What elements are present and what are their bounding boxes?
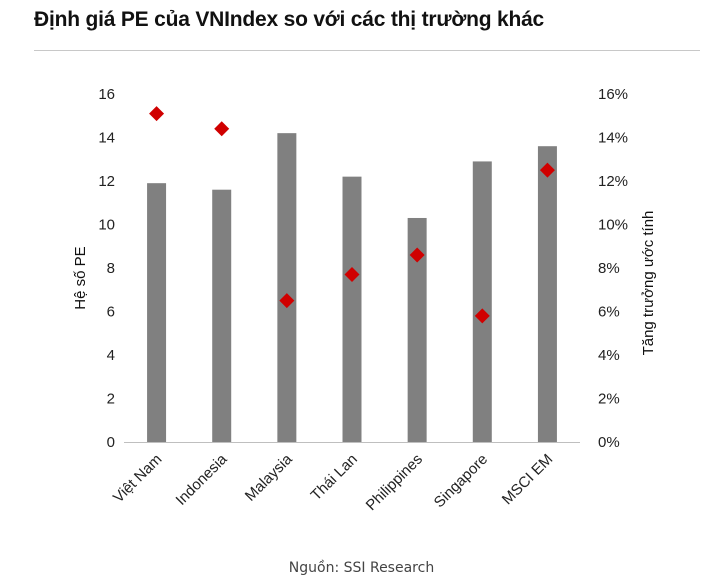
source-note: Nguồn: SSI Research [288,560,435,576]
pe-bar [147,183,167,443]
right-tick-label: 2% [598,391,620,408]
right-tick-label: 16% [598,86,628,103]
pe-bar [537,146,557,442]
left-tick-label: 2 [107,391,115,408]
left-tick-label: 14 [98,130,115,147]
right-tick-label: 6% [598,304,620,321]
growth-marker [474,308,490,324]
right-tick-label: 14% [598,130,628,147]
left-tick-label: 6 [107,304,115,321]
right-tick-label: 8% [598,260,620,277]
x-axis-labels: Việt Nam Indonesia Malaysia Thái Lan Philipp… [110,450,556,514]
pe-bar [277,133,297,442]
left-tick-label: 16 [98,86,115,103]
left-axis-ticks: 0 2 4 6 8 10 12 14 16 [98,86,115,451]
right-axis-ticks: 0% 2% 4% 6% 8% 10% 12% 14% 16% [598,86,628,451]
pe-bar [212,189,232,442]
growth-marker [344,267,360,283]
x-tick-label: Việt Nam [110,451,165,506]
pe-bar [472,161,492,443]
x-tick-label: Indonesia [173,450,231,508]
left-tick-label: 12 [98,173,115,190]
left-tick-label: 8 [107,260,115,277]
chart-title: Định giá PE của VNIndex so với các thị t… [34,8,545,31]
left-tick-label: 4 [107,347,115,364]
right-tick-label: 10% [598,217,628,234]
growth-marker [214,121,230,137]
pe-bars [147,133,557,443]
left-axis-title: Hệ số PE [72,246,89,309]
growth-markers [149,106,555,324]
growth-marker [279,293,295,309]
right-tick-label: 4% [598,347,620,364]
right-axis-title: Tăng trưởng ước tính [640,211,657,356]
x-tick-label: Thái Lan [308,451,361,504]
pe-bar [342,176,362,442]
x-tick-label: MSCI EM [499,451,556,508]
x-tick-label: Malaysia [242,450,296,504]
growth-marker [409,247,425,263]
right-tick-label: 12% [598,173,628,190]
growth-marker [149,106,165,122]
left-tick-label: 0 [107,434,115,451]
growth-marker [539,162,555,178]
right-tick-label: 0% [598,434,620,451]
x-tick-label: Philippines [363,451,426,514]
x-tick-label: Singapore [431,451,491,511]
left-tick-label: 10 [98,217,115,234]
pe-bar [407,217,427,442]
title-divider [34,50,700,51]
